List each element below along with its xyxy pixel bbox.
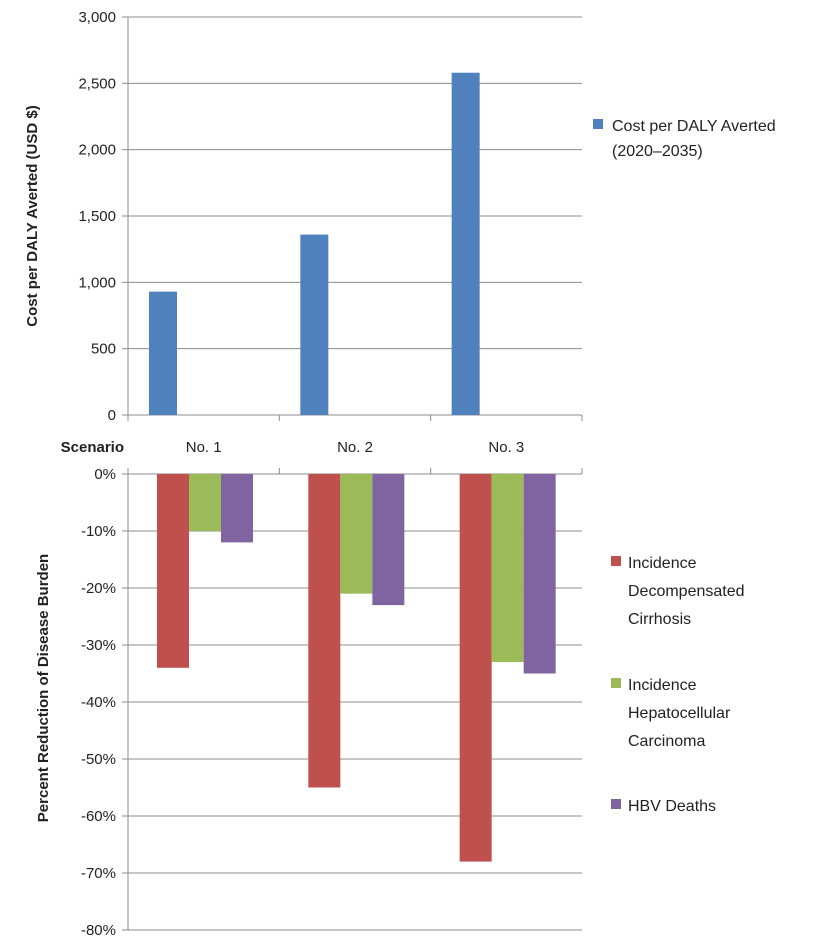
bar-cost-per-daly [451, 72, 480, 415]
bar-incidence-hepatocellular-carcinoma [189, 474, 221, 531]
legend-swatch [593, 119, 603, 129]
legend-label: Hepatocellular [628, 705, 731, 722]
legend-label: Cost per DALY Averted [612, 118, 776, 135]
bar-hbv-deaths [221, 474, 253, 543]
bar-incidence-decompensated-cirrhosis [459, 474, 492, 862]
y-tick-label: 1,000 [78, 274, 116, 291]
y-tick-label: -30% [81, 637, 116, 654]
legend-label: (2020–2035) [612, 143, 703, 160]
bar-incidence-decompensated-cirrhosis [308, 474, 341, 788]
x-category-label: No. 1 [186, 439, 222, 456]
y-tick-label: -60% [81, 808, 116, 825]
bar-incidence-decompensated-cirrhosis [157, 474, 189, 668]
y-tick-label: -40% [81, 694, 116, 711]
y-axis-title: Cost per DALY Averted (USD $) [24, 105, 41, 326]
y-tick-label: -20% [81, 580, 116, 597]
x-category-label: No. 3 [488, 439, 524, 456]
bar-cost-per-daly [300, 234, 329, 415]
y-tick-label: 0 [108, 407, 116, 424]
bar-hbv-deaths [523, 474, 556, 674]
x-category-label: No. 2 [337, 439, 373, 456]
y-tick-label: -50% [81, 751, 116, 768]
bar-hbv-deaths [372, 474, 405, 606]
legend-swatch [611, 799, 621, 809]
bar-incidence-hepatocellular-carcinoma [491, 474, 524, 663]
legend-label: HBV Deaths [628, 798, 716, 815]
legend-swatch [611, 678, 621, 688]
legend-swatch [611, 556, 621, 566]
y-tick-label: 2,500 [78, 75, 116, 92]
legend-label: Incidence [628, 677, 697, 694]
y-tick-label: -80% [81, 922, 116, 939]
legend-label: Carcinoma [628, 733, 705, 750]
y-tick-label: -10% [81, 523, 116, 540]
y-axis-title: Percent Reduction of Disease Burden [35, 554, 52, 822]
bar-cost-per-daly [149, 291, 177, 415]
scenario-label: Scenario [61, 439, 124, 456]
y-tick-label: 500 [91, 341, 116, 358]
legend-label: Incidence [628, 555, 697, 572]
y-tick-label: -70% [81, 865, 116, 882]
y-tick-label: 0% [94, 466, 116, 483]
legend-label: Decompensated [628, 583, 745, 600]
bar-incidence-hepatocellular-carcinoma [340, 474, 373, 594]
y-tick-label: 1,500 [78, 208, 116, 225]
y-tick-label: 2,000 [78, 142, 116, 159]
y-tick-label: 3,000 [78, 9, 116, 26]
legend-label: Cirrhosis [628, 611, 691, 628]
